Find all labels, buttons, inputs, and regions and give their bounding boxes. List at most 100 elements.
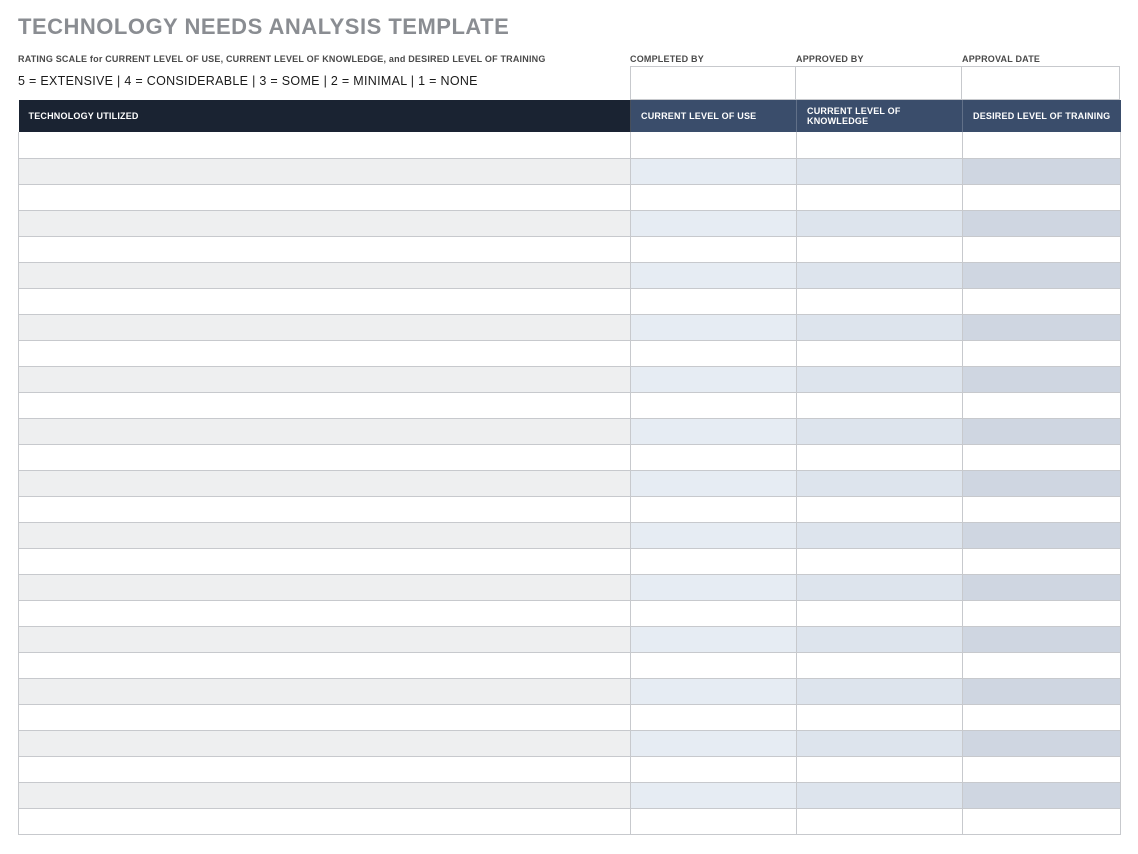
cell-know[interactable] [797, 548, 963, 574]
cell-use[interactable] [631, 392, 797, 418]
cell-train[interactable] [963, 704, 1121, 730]
cell-tech[interactable] [19, 470, 631, 496]
approved-by-field[interactable] [796, 66, 962, 100]
cell-use[interactable] [631, 236, 797, 262]
cell-know[interactable] [797, 418, 963, 444]
cell-know[interactable] [797, 184, 963, 210]
cell-use[interactable] [631, 574, 797, 600]
cell-tech[interactable] [19, 678, 631, 704]
cell-use[interactable] [631, 496, 797, 522]
cell-know[interactable] [797, 210, 963, 236]
cell-tech[interactable] [19, 340, 631, 366]
cell-train[interactable] [963, 314, 1121, 340]
cell-use[interactable] [631, 288, 797, 314]
cell-know[interactable] [797, 678, 963, 704]
cell-tech[interactable] [19, 600, 631, 626]
cell-tech[interactable] [19, 704, 631, 730]
cell-train[interactable] [963, 678, 1121, 704]
cell-know[interactable] [797, 496, 963, 522]
cell-use[interactable] [631, 548, 797, 574]
cell-train[interactable] [963, 236, 1121, 262]
cell-tech[interactable] [19, 574, 631, 600]
cell-know[interactable] [797, 600, 963, 626]
cell-train[interactable] [963, 756, 1121, 782]
cell-know[interactable] [797, 288, 963, 314]
cell-train[interactable] [963, 366, 1121, 392]
cell-tech[interactable] [19, 652, 631, 678]
cell-use[interactable] [631, 132, 797, 158]
cell-use[interactable] [631, 444, 797, 470]
cell-tech[interactable] [19, 730, 631, 756]
cell-tech[interactable] [19, 184, 631, 210]
cell-train[interactable] [963, 600, 1121, 626]
cell-use[interactable] [631, 730, 797, 756]
cell-train[interactable] [963, 522, 1121, 548]
cell-tech[interactable] [19, 236, 631, 262]
cell-train[interactable] [963, 158, 1121, 184]
cell-tech[interactable] [19, 314, 631, 340]
cell-use[interactable] [631, 210, 797, 236]
cell-know[interactable] [797, 574, 963, 600]
cell-train[interactable] [963, 262, 1121, 288]
cell-know[interactable] [797, 444, 963, 470]
cell-know[interactable] [797, 808, 963, 834]
cell-train[interactable] [963, 288, 1121, 314]
cell-tech[interactable] [19, 756, 631, 782]
cell-train[interactable] [963, 782, 1121, 808]
cell-use[interactable] [631, 470, 797, 496]
cell-tech[interactable] [19, 626, 631, 652]
cell-train[interactable] [963, 470, 1121, 496]
cell-use[interactable] [631, 678, 797, 704]
cell-tech[interactable] [19, 418, 631, 444]
cell-know[interactable] [797, 470, 963, 496]
cell-train[interactable] [963, 210, 1121, 236]
cell-know[interactable] [797, 158, 963, 184]
cell-use[interactable] [631, 652, 797, 678]
cell-know[interactable] [797, 132, 963, 158]
cell-use[interactable] [631, 184, 797, 210]
cell-know[interactable] [797, 756, 963, 782]
cell-use[interactable] [631, 808, 797, 834]
cell-know[interactable] [797, 262, 963, 288]
cell-know[interactable] [797, 730, 963, 756]
approval-date-field[interactable] [962, 66, 1120, 100]
cell-train[interactable] [963, 626, 1121, 652]
cell-train[interactable] [963, 808, 1121, 834]
cell-train[interactable] [963, 730, 1121, 756]
cell-use[interactable] [631, 756, 797, 782]
cell-know[interactable] [797, 626, 963, 652]
cell-train[interactable] [963, 652, 1121, 678]
cell-know[interactable] [797, 236, 963, 262]
cell-use[interactable] [631, 626, 797, 652]
cell-train[interactable] [963, 496, 1121, 522]
cell-tech[interactable] [19, 808, 631, 834]
cell-tech[interactable] [19, 548, 631, 574]
cell-use[interactable] [631, 158, 797, 184]
cell-use[interactable] [631, 782, 797, 808]
cell-use[interactable] [631, 314, 797, 340]
cell-know[interactable] [797, 314, 963, 340]
cell-tech[interactable] [19, 444, 631, 470]
cell-train[interactable] [963, 548, 1121, 574]
cell-tech[interactable] [19, 288, 631, 314]
cell-tech[interactable] [19, 782, 631, 808]
cell-use[interactable] [631, 340, 797, 366]
cell-train[interactable] [963, 340, 1121, 366]
cell-use[interactable] [631, 262, 797, 288]
cell-know[interactable] [797, 522, 963, 548]
cell-use[interactable] [631, 704, 797, 730]
cell-know[interactable] [797, 366, 963, 392]
cell-tech[interactable] [19, 132, 631, 158]
cell-know[interactable] [797, 392, 963, 418]
cell-tech[interactable] [19, 366, 631, 392]
cell-use[interactable] [631, 600, 797, 626]
cell-train[interactable] [963, 184, 1121, 210]
cell-know[interactable] [797, 704, 963, 730]
cell-know[interactable] [797, 340, 963, 366]
cell-use[interactable] [631, 522, 797, 548]
cell-tech[interactable] [19, 392, 631, 418]
cell-use[interactable] [631, 366, 797, 392]
cell-tech[interactable] [19, 158, 631, 184]
cell-tech[interactable] [19, 496, 631, 522]
cell-tech[interactable] [19, 210, 631, 236]
